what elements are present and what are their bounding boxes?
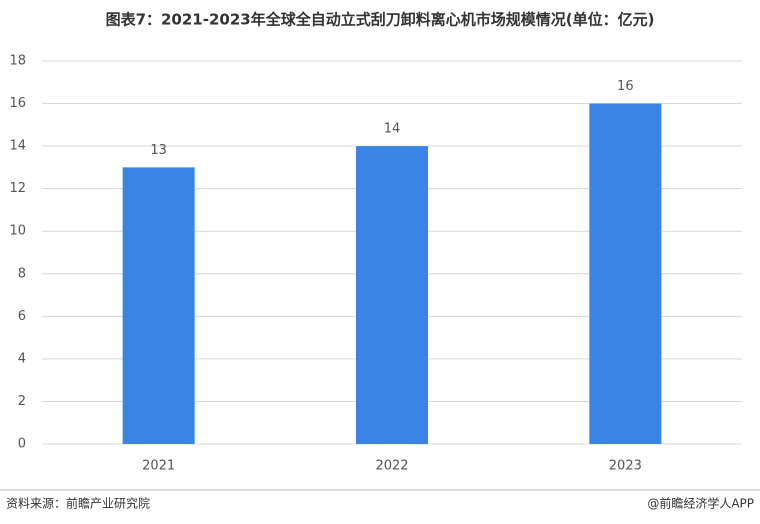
y-tick-label: 4 <box>18 351 26 366</box>
chart-title: 图表7：2021-2023年全球全自动立式刮刀卸料离心机市场规模情况(单位：亿元… <box>106 11 655 29</box>
y-tick-label: 2 <box>18 394 26 409</box>
credit: @前瞻经济学人APP <box>647 496 754 511</box>
bar <box>589 103 662 445</box>
data-label: 16 <box>617 79 634 94</box>
data-label: 13 <box>150 143 167 158</box>
x-tick-label: 2022 <box>375 459 408 474</box>
y-tick-label: 14 <box>9 139 26 154</box>
y-tick-label: 16 <box>9 96 26 111</box>
y-tick-label: 6 <box>18 309 26 324</box>
y-tick-label: 18 <box>9 54 26 69</box>
y-tick-label: 10 <box>9 224 26 239</box>
y-tick-label: 8 <box>18 266 26 281</box>
bar <box>122 167 195 444</box>
x-tick-label: 2023 <box>609 459 642 474</box>
x-tick-label: 2021 <box>142 459 175 474</box>
data-label: 14 <box>384 122 401 137</box>
source: 资料来源：前瞻产业研究院 <box>6 496 150 511</box>
y-tick-label: 12 <box>9 181 26 196</box>
y-tick-label: 0 <box>18 437 26 452</box>
bar <box>356 146 428 444</box>
